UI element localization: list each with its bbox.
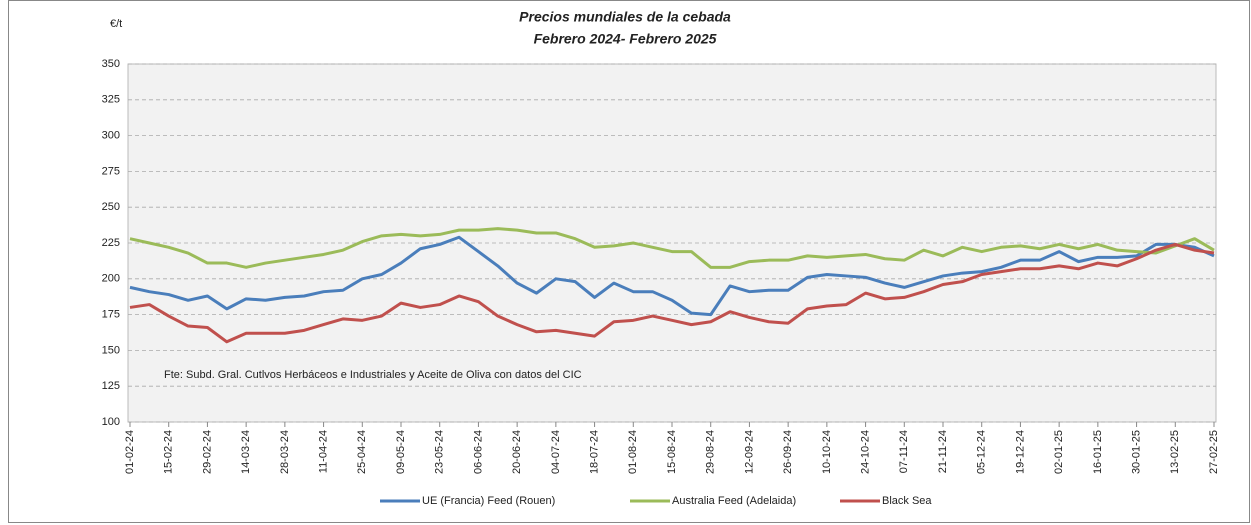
x-tick-label: 07-11-24	[898, 430, 910, 473]
y-tick-label: 275	[102, 165, 120, 177]
y-tick-label: 350	[102, 58, 120, 70]
x-tick-label: 29-08-24	[705, 430, 717, 474]
x-tick-label: 30-01-25	[1130, 430, 1142, 474]
x-tick-label: 06-06-24	[472, 430, 484, 474]
series-line	[129, 242, 1215, 344]
y-tick-label: 200	[102, 273, 120, 285]
y-axis-label: €/t	[110, 18, 122, 30]
x-tick-label: 16-01-25	[1092, 430, 1104, 474]
x-tick-label: 09-05-24	[395, 430, 407, 474]
x-tick-label: 14-03-24	[240, 430, 252, 474]
x-tick-label: 01-02-24	[124, 430, 136, 474]
annotation: Fte: Subd. Gral. Cutlvos Herbáceos e Ind…	[164, 369, 582, 381]
x-tick-label: 26-09-24	[782, 430, 794, 474]
x-tick-label: 28-03-24	[279, 430, 291, 474]
legend-label: UE (Francia) Feed (Rouen)	[422, 495, 555, 507]
y-tick-label: 100	[102, 416, 120, 428]
x-tick-label: 15-02-24	[163, 430, 175, 474]
x-tick-label: 11-04-24	[317, 430, 329, 473]
x-tick-label: 24-10-24	[859, 430, 871, 474]
y-tick-label: 125	[102, 380, 120, 392]
x-tick-label: 12-09-24	[743, 430, 755, 474]
x-tick-label: 18-07-24	[588, 430, 600, 474]
x-tick-label: 10-10-24	[821, 430, 833, 474]
x-tick-label: 05-12-24	[976, 430, 988, 474]
chart-subtitle: Febrero 2024- Febrero 2025	[534, 31, 717, 47]
x-tick-label: 01-08-24	[627, 430, 639, 474]
x-tick-label: 29-02-24	[201, 430, 213, 474]
x-tick-label: 02-01-25	[1053, 430, 1065, 474]
x-tick-label: 13-02-25	[1169, 430, 1181, 474]
chart-title: Precios mundiales de la cebada	[519, 9, 731, 25]
series-line	[129, 235, 1215, 317]
x-tick-label: 27-02-25	[1208, 430, 1220, 474]
legend-label: Australia Feed (Adelaida)	[672, 495, 796, 507]
x-tick-label: 19-12-24	[1014, 430, 1026, 474]
y-tick-label: 225	[102, 237, 120, 249]
x-tick-label: 20-06-24	[511, 430, 523, 474]
x-tick-label: 25-04-24	[356, 430, 368, 474]
x-tick-label: 04-07-24	[550, 430, 562, 474]
series-line	[129, 227, 1215, 269]
y-tick-label: 150	[102, 344, 120, 356]
x-tick-label: 23-05-24	[434, 430, 446, 474]
y-tick-label: 175	[102, 309, 120, 321]
y-tick-label: 250	[102, 201, 120, 213]
legend-label: Black Sea	[882, 495, 932, 507]
x-tick-label: 21-11-24	[937, 430, 949, 473]
y-tick-label: 325	[102, 94, 120, 106]
x-tick-label: 15-08-24	[666, 430, 678, 474]
y-tick-label: 300	[102, 130, 120, 142]
